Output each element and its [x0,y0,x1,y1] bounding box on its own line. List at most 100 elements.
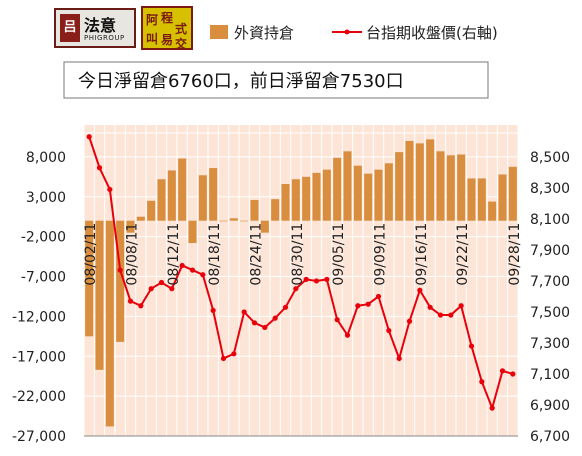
right-tick-label: 7,900 [530,243,570,259]
price-point [96,165,103,171]
price-point [231,351,237,357]
price-point [86,134,92,140]
price-point [375,293,382,300]
price-point [479,379,485,385]
bar [457,154,466,221]
price-point [200,272,206,278]
legend-bar-swatch [210,25,228,39]
chart-title: 今日淨留倉6760口，前日淨留倉7530口 [78,71,404,92]
bar [85,220,94,337]
x-tick-label: 08/12/11 [166,223,182,286]
bar [488,201,497,221]
price-point [458,303,464,309]
bar [260,220,269,233]
bar-series [85,139,517,427]
fayi-logo-name: 法意 [84,16,117,35]
legend-bar-label: 外資持倉 [234,24,294,42]
legend: 外資持倉 台指期收盤價(右軸) [210,24,498,42]
price-point [334,317,340,323]
right-tick-label: 8,300 [530,181,570,197]
fayi-logo-sub: PHIGROUP [84,34,125,42]
right-tick-label: 7,700 [530,274,570,290]
right-tick-label: 8,500 [530,150,570,166]
price-point [169,286,175,292]
bar [271,199,280,221]
right-tick-label: 6,900 [530,398,570,414]
bar [498,174,507,221]
bar [136,216,145,221]
price-point [303,276,309,282]
bar [95,220,104,370]
right-tick-label: 8,100 [530,212,570,228]
legend-line-marker [344,29,350,35]
right-tick-label: 6,700 [530,429,570,445]
bar [250,199,259,221]
price-point [189,267,196,273]
bar [467,178,476,221]
price-point [179,262,185,269]
bar [333,157,342,221]
bar [209,168,218,221]
left-axis-labels: -27,000 -22,000 -17,000 -12,000 -7,000 -2,000… [12,150,66,445]
bar [116,220,125,342]
x-tick-label: 09/16/11 [414,223,430,286]
left-tick-label: 3,000 [26,190,66,206]
bar [364,173,373,221]
bar [147,200,156,221]
left-tick-label: -22,000 [12,389,66,405]
price-point [468,343,475,349]
price-point [272,315,278,321]
bar [384,163,393,221]
fayi-logo-mark: 吕 [60,14,80,42]
x-tick-label: 08/24/11 [249,223,265,286]
prog-char-1: 阿 [146,13,159,27]
x-tick-label: 09/28/11 [507,223,523,286]
bar [302,176,311,221]
price-point [437,312,444,318]
price-point [365,301,371,307]
price-point [406,318,413,324]
price-point [499,368,506,374]
bar [240,220,249,222]
x-tick-label: 08/18/11 [207,223,223,286]
legend-line-label: 台指期收盤價(右軸) [366,24,498,42]
bar [415,143,424,221]
bar [105,220,114,427]
bar [281,184,290,221]
x-tick-label: 08/08/11 [125,223,141,286]
grid-lines [83,125,519,437]
x-axis-labels: 08/02/11 08/08/11 08/12/11 08/18/11 08/24/11… [83,223,523,286]
bar [157,179,166,221]
left-tick-label: -7,000 [21,270,66,286]
price-point [138,303,144,309]
price-point [210,307,216,314]
x-tick-label: 09/09/11 [373,223,389,286]
price-point [107,186,113,193]
price-point [241,309,247,315]
bar [353,165,362,221]
price-point [427,304,433,310]
bar [178,158,187,221]
bar [126,220,135,233]
bar [219,220,228,222]
prog-char-5: 易 [161,33,174,47]
prog-char-6: 交 [175,37,188,51]
price-point [313,278,320,284]
bar [198,175,207,221]
program-trading-logo: 阿 程 式 叫 易 交 [141,6,193,51]
bar [343,151,352,221]
bar [426,139,435,221]
line-series [86,134,516,412]
right-tick-label: 7,500 [530,305,570,321]
left-tick-label: -12,000 [12,309,66,325]
price-point [448,312,454,318]
bar [374,169,383,221]
bar [291,179,300,221]
left-tick-label: -17,000 [12,349,66,365]
prog-char-2: 程 [161,11,174,25]
price-point [386,327,392,334]
left-tick-label: -27,000 [12,429,66,445]
bar [322,169,331,221]
right-tick-label: 7,300 [530,336,570,352]
